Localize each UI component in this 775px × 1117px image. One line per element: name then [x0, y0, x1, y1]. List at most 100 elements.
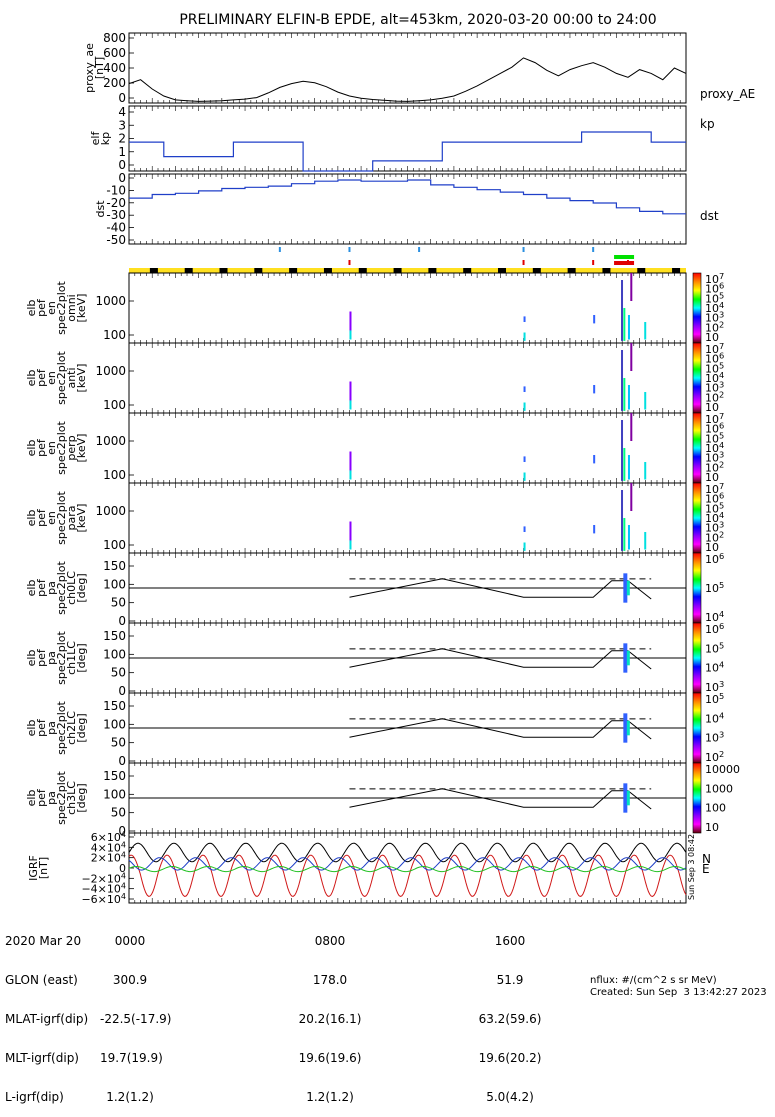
y-tick-label: 100 [103, 577, 126, 591]
y-axis-label: [keV] [75, 294, 88, 323]
y-tick-label: −2×104 [81, 871, 126, 885]
colorbar-tick-label: 107 [705, 481, 724, 496]
series-igrf-north [128, 857, 687, 871]
y-axis-label: pef [35, 298, 48, 317]
orbit-shadow-segment [498, 268, 507, 273]
orbit-shadow-segment [254, 268, 263, 273]
flux-feature [349, 400, 352, 410]
footer-units-note: nflux: #/(cm^2 s sr MeV) [590, 975, 717, 986]
orbit-shadow-segment [149, 268, 158, 273]
y-tick-label: 1000 [95, 434, 126, 448]
legend-proxy-ae: proxy_AE [700, 87, 755, 101]
panel-frame [128, 412, 687, 484]
panel-spec_anti: 1000100elbpefenspec2plotanti[keV]1071061… [25, 341, 724, 414]
y-axis-label: ch0LC [65, 571, 78, 605]
legend-dst: dst [700, 209, 719, 223]
y-axis-label: pa [45, 791, 58, 805]
figure-title: PRELIMINARY ELFIN-B EPDE, alt=453km, 202… [179, 12, 656, 28]
footer-label-date: 2020 Mar 20 [5, 934, 82, 948]
flux-feature [349, 540, 352, 550]
y-axis-label: spec2plot [55, 421, 68, 475]
orbit-shadow-segment [428, 268, 437, 273]
y-axis-label: elb [25, 370, 38, 387]
colorbar-tick-label: 103 [705, 730, 724, 745]
flux-feature [630, 483, 633, 511]
colorbar-tick-label: 104 [705, 440, 724, 455]
footer-mlat: 20.2(16.1) [298, 1012, 362, 1026]
side-timestamp: Sun Sep 3 08:42 [687, 834, 696, 900]
colorbar-tick-label: 102 [705, 319, 724, 334]
colorbar-tick-label: 105 [705, 360, 724, 375]
y-tick-label: 600 [103, 46, 126, 60]
colorbar-tick-label: 107 [705, 271, 724, 286]
flux-feature [621, 280, 624, 341]
y-tick-label: 100 [103, 328, 126, 342]
y-tick-label: -30 [106, 208, 126, 222]
panel-frame [128, 832, 687, 904]
footer-mlat: 63.2(59.6) [478, 1012, 542, 1026]
y-axis-label: en [45, 301, 58, 315]
y-axis-label: pef [35, 368, 48, 387]
footer-mlt: 19.6(19.6) [298, 1051, 362, 1065]
colorbar-tick-label: 106 [705, 421, 724, 436]
flux-feature [630, 273, 633, 301]
loss-cone-line [349, 788, 652, 810]
y-axis-label: elb [25, 510, 38, 527]
orbit-marker-red [592, 260, 595, 265]
flux-feature [623, 783, 628, 813]
orbit-marker-blue [348, 247, 351, 252]
y-axis-label: ch3LC [65, 781, 78, 815]
y-tick-label: 1000 [95, 294, 126, 308]
y-axis-label: para [65, 506, 78, 531]
flux-feature [621, 420, 624, 481]
flux-feature [623, 713, 628, 743]
orbit-shadow-segment [672, 268, 681, 273]
y-axis-label: elb [25, 440, 38, 457]
colorbar-tick-label: 105 [705, 691, 724, 706]
colorbar [692, 272, 702, 344]
colorbar-tick-label: 107 [705, 411, 724, 426]
y-tick-label: 0 [118, 684, 126, 698]
flux-feature [644, 532, 647, 550]
y-axis-label: ch1LC [65, 641, 78, 675]
y-tick-label: 50 [111, 806, 126, 820]
colorbar-tick-label: 107 [705, 341, 724, 356]
colorbar-tick-label: 10 [705, 541, 719, 554]
y-axis-label: [keV] [75, 504, 88, 533]
science-zone-green [614, 255, 635, 259]
footer-column-0800: 0800 178.0 20.2(16.1) 19.6(19.6) 1.2(1.2… [290, 909, 370, 1117]
flux-feature [626, 790, 630, 806]
y-axis-label: pa [45, 721, 58, 735]
y-tick-label: 1000 [95, 364, 126, 378]
colorbar-tick-label: 10000 [705, 763, 740, 776]
y-axis-label: proxy_ae [83, 43, 96, 93]
flux-feature [626, 580, 630, 596]
y-axis-label: pef [35, 508, 48, 527]
colorbar-tick-label: 106 [705, 281, 724, 296]
y-tick-label: 50 [111, 736, 126, 750]
y-tick-label: 50 [111, 596, 126, 610]
y-tick-label: 100 [103, 717, 126, 731]
orbit-shadow-segment [184, 268, 193, 273]
orbit-marker-blue [592, 247, 595, 252]
colorbar-tick-label: 104 [705, 710, 724, 725]
panel-spec_para: 1000100elbpefenspec2plotpara[keV]1071061… [25, 481, 724, 554]
colorbar-tick-label: 104 [705, 660, 724, 675]
colorbar-tick-label: 105 [705, 430, 724, 445]
y-axis-label: en [45, 511, 58, 525]
series-igrf-total [128, 842, 687, 863]
flux-feature [593, 385, 596, 394]
y-axis-label: elb [25, 650, 38, 667]
panel-frame [128, 342, 687, 414]
y-axis-label: [keV] [75, 364, 88, 393]
flux-feature [523, 402, 526, 411]
y-axis-label: elb [25, 580, 38, 597]
y-axis-label: spec2plot [55, 631, 68, 685]
flux-feature [626, 720, 630, 736]
flux-feature [523, 526, 526, 532]
panel-frame [128, 272, 687, 344]
y-axis-label: spec2plot [55, 491, 68, 545]
flux-feature [621, 350, 624, 411]
footer-time: 1600 [494, 934, 526, 948]
orbit-marker-blue [418, 247, 421, 252]
